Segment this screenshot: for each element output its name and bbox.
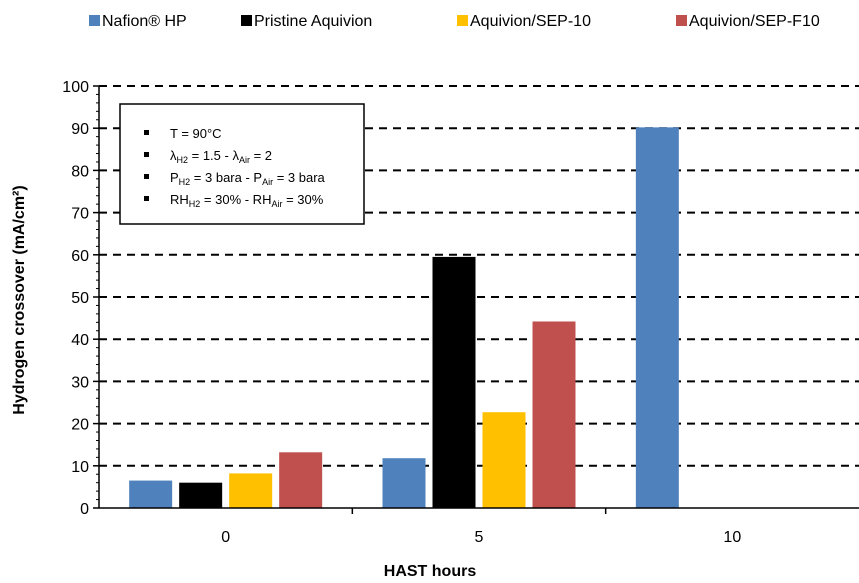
legend-item: Aquivion/SEP-F10 xyxy=(676,13,820,30)
tick-labels: 0 10 20 30 40 50 60 70 80 90 100 0 5 10 xyxy=(62,79,741,546)
bar xyxy=(382,458,426,508)
bullet-icon xyxy=(144,174,149,179)
bar xyxy=(635,127,679,508)
annotation-frame xyxy=(119,103,365,225)
y-tick-label: 10 xyxy=(71,459,89,476)
y-tick-label: 40 xyxy=(71,332,89,349)
y-tick-label: 70 xyxy=(71,206,89,223)
bar xyxy=(532,321,576,508)
y-tick-label: 0 xyxy=(80,501,89,518)
annotation-line: λH2 = 1.5 - λAir = 2 xyxy=(170,148,272,165)
y-tick-label: 30 xyxy=(71,374,89,391)
legend-label: Nafion® HP xyxy=(102,13,187,30)
y-tick-label: 20 xyxy=(71,417,89,434)
bar xyxy=(229,473,273,508)
x-tick-label: 5 xyxy=(475,529,484,546)
bars xyxy=(129,127,679,508)
bar xyxy=(179,482,223,508)
legend-swatch xyxy=(457,15,468,26)
axes xyxy=(93,85,859,514)
bar xyxy=(129,480,173,508)
x-tick-label: 10 xyxy=(723,529,741,546)
bullet-icon xyxy=(144,152,149,157)
bar xyxy=(432,256,476,508)
bullet-icon xyxy=(144,130,149,135)
y-axis-title: Hydrogen crossover (mA/cm²) xyxy=(11,185,28,414)
x-axis-title: HAST hours xyxy=(384,563,477,580)
legend-item: Nafion® HP xyxy=(89,13,187,30)
legend: Nafion® HP Pristine Aquivion Aquivion/SEP-… xyxy=(89,13,820,30)
legend-item: Pristine Aquivion xyxy=(241,13,372,30)
legend-label: Pristine Aquivion xyxy=(254,13,372,30)
annotation-box: T = 90°C λH2 = 1.5 - λAir = 2 PH2 = 3 bara… xyxy=(119,103,365,225)
legend-item: Aquivion/SEP-10 xyxy=(457,13,591,30)
annotation-line: PH2 = 3 bara - PAir = 3 bara xyxy=(170,170,326,187)
bar xyxy=(279,452,323,508)
y-tick-label: 90 xyxy=(71,121,89,138)
annotation-line: RHH2 = 30% - RHAir = 30% xyxy=(170,192,324,209)
bullet-icon xyxy=(144,196,149,201)
legend-label: Aquivion/SEP-10 xyxy=(470,13,591,30)
legend-swatch xyxy=(676,15,687,26)
legend-swatch xyxy=(89,15,100,26)
annotation-line: T = 90°C xyxy=(170,126,222,141)
legend-label: Aquivion/SEP-F10 xyxy=(689,13,820,30)
y-tick-label: 80 xyxy=(71,163,89,180)
y-tick-label: 60 xyxy=(71,248,89,265)
legend-swatch xyxy=(241,15,252,26)
bar xyxy=(482,412,526,508)
y-tick-label: 100 xyxy=(62,79,89,96)
y-tick-label: 50 xyxy=(71,290,89,307)
x-tick-label: 0 xyxy=(221,529,230,546)
